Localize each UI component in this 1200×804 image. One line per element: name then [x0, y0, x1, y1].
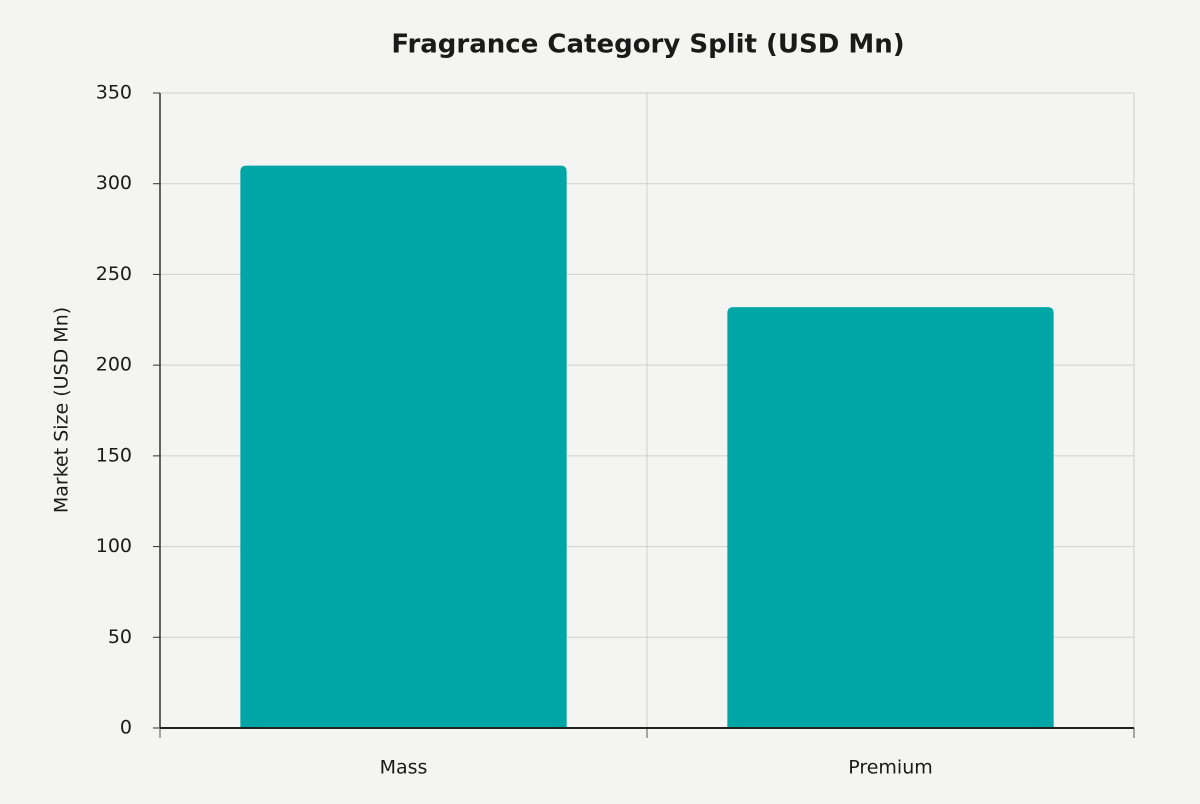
y-tick-label: 100 [96, 535, 132, 557]
y-tick-label: 350 [96, 82, 132, 104]
chart-title: Fragrance Category Split (USD Mn) [391, 30, 904, 60]
y-tick-label: 0 [120, 717, 132, 739]
y-tick-label: 300 [96, 172, 132, 194]
x-tick-label: Premium [848, 757, 933, 779]
y-tick-label: 150 [96, 444, 132, 466]
y-axis-label: Market Size (USD Mn) [51, 307, 73, 513]
y-tick-label: 200 [96, 354, 132, 376]
axes: 0 50 100 150 200 250 300 350 Mass Premium [96, 82, 1135, 779]
bar [727, 307, 1054, 728]
x-tick-label: Mass [380, 757, 428, 779]
bars [240, 165, 1054, 729]
y-tick-label: 50 [108, 626, 132, 648]
bar [240, 165, 567, 729]
y-tick-label: 250 [96, 263, 132, 285]
